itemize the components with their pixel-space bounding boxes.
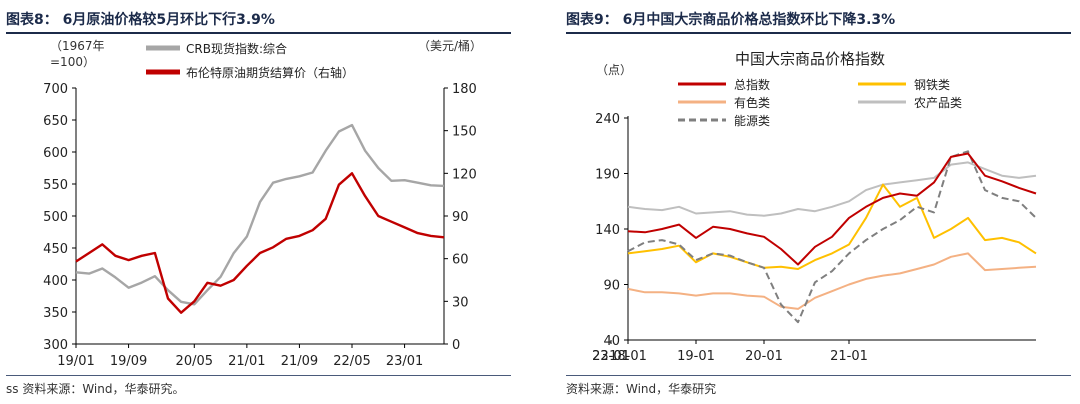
right-figure: 图表9： 6月中国大宗商品价格总指数环比下降3.3% 中国大宗商品价格指数 （点）… xyxy=(560,0,1080,404)
footer-divider xyxy=(6,375,511,376)
y-tick-label: 240 xyxy=(595,112,620,127)
left-axis-unit-line1: （1967年 xyxy=(50,39,105,53)
x-tick-label: 23/01 xyxy=(386,354,423,369)
x-tick-label: 22/05 xyxy=(333,354,370,369)
legend-label-3: 有色类 xyxy=(734,96,770,110)
left-y-tick-label: 350 xyxy=(43,306,68,321)
y-tick-label: 190 xyxy=(595,168,620,183)
title-divider xyxy=(566,32,1071,34)
y-tick-label: 90 xyxy=(603,279,620,294)
y-tick-label: 40 xyxy=(603,334,620,349)
left-figure: 图表8： 6月原油价格较5月环比下行3.9% （1967年 =100） （美元/桶）… xyxy=(0,0,520,404)
left-y-tick-label: 700 xyxy=(43,82,68,97)
right-y-tick-label: 0 xyxy=(452,338,460,353)
legend-label-4: 农产品类 xyxy=(914,96,962,110)
series-line-3 xyxy=(627,252,1037,310)
left-y-tick-label: 600 xyxy=(43,146,68,161)
x-tick-label: 21/01 xyxy=(228,354,265,369)
series-line-4 xyxy=(627,161,1037,217)
left-y-tick-label: 500 xyxy=(43,210,68,225)
series-line-5 xyxy=(627,150,1037,324)
x-tick-label: 22-01 xyxy=(592,349,630,364)
left-y-tick-label: 300 xyxy=(43,338,68,353)
x-tick-label: 20-01 xyxy=(745,349,783,364)
y-axis-unit: （点） xyxy=(596,63,632,77)
crb-index-line xyxy=(75,123,445,306)
left-y-tick-label: 400 xyxy=(43,274,68,289)
x-tick-label: 18-01 xyxy=(609,349,647,364)
x-tick-label: 19-01 xyxy=(677,349,715,364)
legend-label-brent: 布伦特原油期货结算价（右轴） xyxy=(186,65,354,80)
right-y-tick-label: 120 xyxy=(452,167,477,182)
right-y-tick-label: 60 xyxy=(452,253,469,268)
y-tick-label: 140 xyxy=(595,223,620,238)
right-figure-title: 图表9： 6月中国大宗商品价格总指数环比下降3.3% xyxy=(566,12,896,28)
legend-label-2: 钢铁类 xyxy=(914,78,950,92)
right-y-tick-label: 30 xyxy=(452,295,469,310)
right-y-tick-label: 90 xyxy=(452,210,469,225)
brent-price-line xyxy=(75,172,445,314)
left-y-tick-label: 650 xyxy=(43,114,68,129)
legend-label-crb: CRB现货指数:综合 xyxy=(186,41,287,56)
right-y-tick-label: 150 xyxy=(452,125,477,140)
left-y-tick-label: 550 xyxy=(43,178,68,193)
right-y-tick-label: 180 xyxy=(452,82,477,97)
left-source-note: ss 资料来源：Wind，华泰研究。 xyxy=(6,382,185,396)
footer-divider xyxy=(566,375,1071,376)
legend-label-5: 能源类 xyxy=(734,114,770,128)
x-tick-label: 21/09 xyxy=(281,354,318,369)
left-axis-unit-line2: =100） xyxy=(50,55,95,69)
series-line-2 xyxy=(627,183,1037,270)
crb-brent-chart: （1967年 =100） （美元/桶） CRB现货指数:综合布伦特原油期货结算价（右轴… xyxy=(43,38,482,369)
right-axis-unit: （美元/桶） xyxy=(418,38,482,53)
x-tick-label: 20/05 xyxy=(176,354,213,369)
right-source-note: 资料来源：Wind，华泰研究 xyxy=(566,382,717,396)
x-tick-label: 19/09 xyxy=(110,354,147,369)
title-divider xyxy=(6,32,511,34)
left-y-tick-label: 450 xyxy=(43,242,68,257)
left-figure-title: 图表8： 6月原油价格较5月环比下行3.9% xyxy=(6,12,275,28)
chart-title: 中国大宗商品价格指数 xyxy=(735,50,885,68)
x-tick-label: 19/01 xyxy=(57,354,94,369)
x-tick-label: 21-01 xyxy=(830,349,868,364)
x-tick-label: 23-01 xyxy=(592,349,630,364)
legend-label-1: 总指数 xyxy=(734,77,770,92)
series-line-1 xyxy=(627,152,1037,266)
